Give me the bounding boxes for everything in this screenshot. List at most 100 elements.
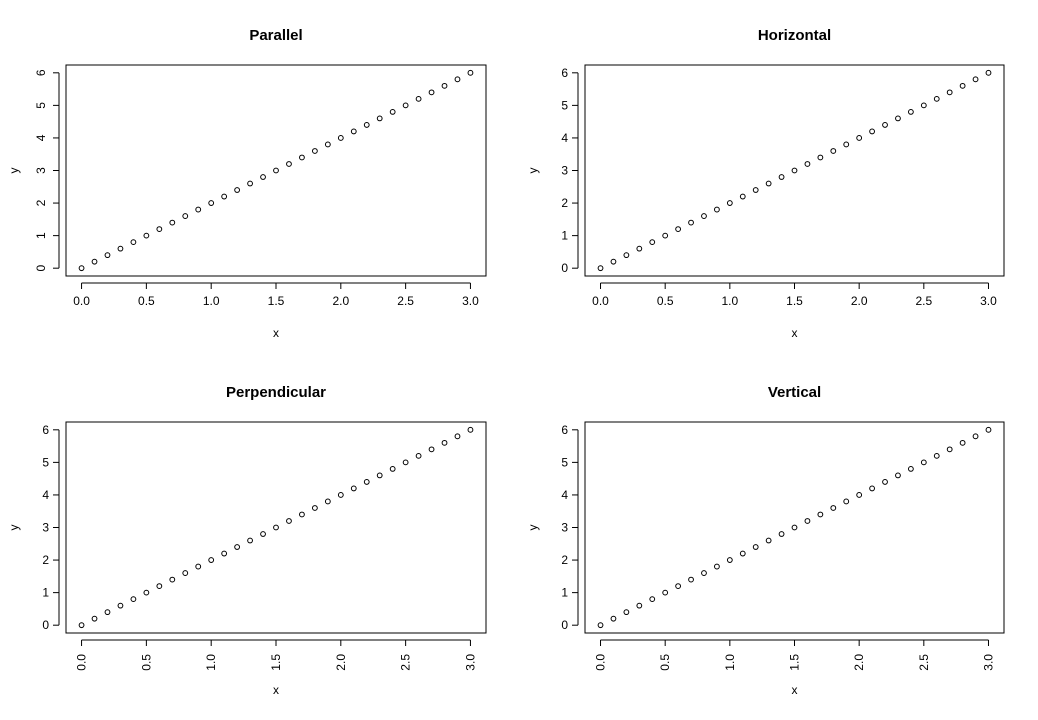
data-point [441,439,448,446]
data-point [649,596,656,603]
data-point [907,108,914,115]
data-point [415,452,422,459]
chart-panel-4: Vertical 0.0 0.5 1.0 1.5 2.0 2.5 3.0 0 1 2 3 4 5 6 x y [526,384,1005,697]
x-axis-label: x [273,326,279,340]
y-tick-label: 1 [34,232,48,239]
data-point [337,135,344,141]
data-point [933,452,940,459]
data-point [130,596,137,603]
data-point [778,174,785,180]
x-tick-label: 1.0 [723,654,737,671]
data-point [765,537,772,544]
x-tick-label: 1.5 [269,654,283,671]
x-tick-label: 3.0 [980,294,997,308]
data-point [856,492,863,498]
y-tick-label: 1 [42,586,49,600]
data-point [221,193,228,200]
y-tick-label: 2 [42,553,49,567]
data-point [726,200,733,206]
data-point [714,206,720,213]
data-point [933,95,940,102]
data-point [714,563,720,570]
data-point [946,446,953,453]
data-point [752,187,759,193]
data-point [597,265,604,272]
data-point [920,102,927,109]
data-point [454,76,461,83]
data-point [895,115,901,122]
x-tick-label: 0.5 [138,294,155,308]
data-point [195,563,202,570]
data-point [350,485,357,492]
data-point [260,174,266,180]
y-tick-label: 1 [561,229,568,243]
data-point [428,89,435,96]
chart-title: Parallel [249,27,302,44]
data-point [882,479,888,485]
y-tick-label: 0 [34,265,48,272]
data-point [376,472,383,479]
x-tick-label: 1.0 [203,294,220,308]
data-point [804,161,811,167]
y-tick-label: 1 [561,586,568,600]
chart-title: Horizontal [758,27,831,44]
x-tick-label: 0.0 [75,654,89,671]
chart-title: Vertical [768,384,821,401]
x-tick-label: 1.5 [268,294,285,308]
data-point [662,589,669,596]
y-tick-label: 5 [561,98,568,112]
data-point [350,128,357,135]
data-point [156,226,163,233]
plot-box [65,421,487,634]
x-tick-label: 0.5 [657,294,674,308]
data-point [649,239,656,246]
data-point [830,505,837,511]
data-point [843,498,850,505]
data-point [195,206,202,213]
x-tick-label: 3.0 [981,654,995,671]
y-tick-label: 6 [34,69,48,76]
data-point [701,213,707,219]
data-point [389,108,396,115]
x-tick-label: 1.0 [204,654,218,671]
data-point [311,148,318,154]
x-tick-label: 2.5 [915,294,932,308]
data-point [104,252,111,259]
data-point [752,544,759,550]
y-axis-label: y [526,168,540,174]
data-point [221,550,228,557]
data-point [985,69,992,76]
data-point [273,524,279,531]
data-point [830,148,837,154]
x-tick-label: 2.5 [397,294,414,308]
data-point [688,576,694,583]
data-point [402,459,409,466]
x-tick-label: 2.0 [332,294,349,308]
y-axis-label: y [526,525,540,531]
chart-title: Perpendicular [226,384,326,401]
data-point [765,180,772,187]
data-point [324,141,331,148]
data-point [597,622,604,629]
data-point [169,576,176,583]
y-tick-label: 0 [561,618,568,632]
data-point [985,426,992,433]
data-point [299,511,305,518]
data-point [959,439,966,446]
y-tick-label: 0 [561,261,568,275]
data-point [78,265,85,272]
y-tick-label: 5 [42,455,49,469]
y-tick-label: 0 [42,618,49,632]
data-point [739,550,746,557]
data-point [701,570,707,576]
data-point [247,180,253,187]
x-tick-label: 0.0 [592,294,609,308]
data-point [91,258,98,265]
data-point [415,95,422,102]
data-point [623,609,630,616]
y-tick-label: 2 [34,199,48,206]
y-tick-label: 4 [42,488,49,502]
data-point [675,583,682,590]
x-tick-label: 0.5 [139,654,153,671]
data-point [389,465,396,472]
